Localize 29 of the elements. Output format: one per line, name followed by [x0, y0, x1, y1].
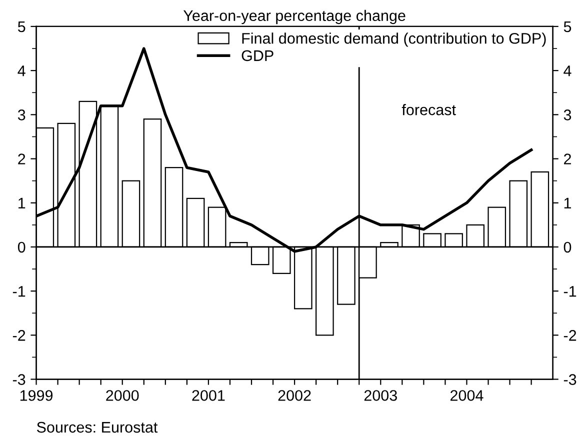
y2-tick-label: 1 [564, 198, 571, 208]
y2-tick-label: -2 [564, 330, 576, 341]
y2-tick-label: -3 [564, 374, 576, 385]
y-tick-label: 2 [18, 154, 26, 164]
y-tick-label: -1 [12, 286, 26, 297]
chart-subtitle: Year-on-year percentage change [183, 10, 406, 24]
y2-tick-label: -1 [564, 286, 576, 297]
y-tick-label: 0 [18, 242, 26, 253]
legend-label: Final domestic demand (contribution to GDP) [242, 32, 546, 47]
x-tick-label: 1999 [20, 390, 53, 401]
y-tick-label: 5 [18, 21, 26, 32]
y2-tick-label: 3 [564, 110, 572, 120]
y2-tick-label: 0 [564, 242, 572, 253]
x-tick-label: 2002 [278, 390, 311, 401]
y2-tick-label: 4 [564, 66, 572, 76]
y-tick-label: -2 [12, 330, 26, 341]
y2-tick-label: 2 [564, 154, 571, 164]
y-tick-label: 3 [18, 110, 26, 120]
legend-label: GDP [242, 50, 274, 62]
y-tick-label: 4 [18, 66, 26, 76]
y-tick-label: 1 [18, 198, 26, 208]
y2-tick-label: 5 [564, 21, 572, 32]
x-tick-label: 2003 [364, 390, 397, 401]
x-tick-label: 2001 [192, 390, 225, 401]
source-note: Sources: Eurostat [36, 422, 158, 433]
y-tick-label: -3 [12, 374, 26, 385]
x-tick-label: 2000 [106, 390, 139, 401]
x-tick-label: 2004 [450, 390, 484, 401]
annotation: forecast [402, 104, 456, 116]
